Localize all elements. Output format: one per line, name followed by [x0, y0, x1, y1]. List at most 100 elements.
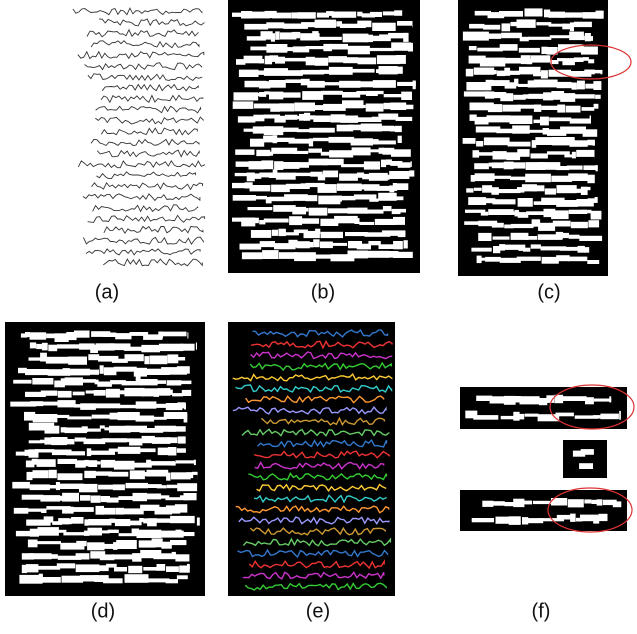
text-blob [283, 23, 308, 29]
text-blob [27, 539, 38, 548]
text-blob [56, 414, 70, 418]
text-blob [266, 44, 288, 53]
text-blob [60, 378, 66, 385]
text-blob [594, 197, 598, 203]
text-blob [338, 195, 356, 201]
text-blob [313, 239, 320, 248]
text-blob [478, 220, 498, 227]
text-blob [392, 66, 403, 74]
text-blob [265, 151, 274, 156]
text-blob [259, 172, 273, 178]
text-blob [366, 209, 384, 214]
panel-label: (a) [95, 281, 119, 303]
text-blob [543, 208, 556, 218]
text-blob [378, 113, 399, 120]
text-blob [251, 92, 261, 97]
handwriting-stroke [235, 384, 393, 394]
text-blob [403, 32, 409, 42]
text-blob [369, 149, 384, 153]
text-blob [156, 564, 166, 571]
text-blob [609, 396, 612, 403]
text-blob [397, 21, 413, 26]
text-blob [390, 102, 407, 110]
text-blob [279, 103, 295, 112]
handwriting-stroke [232, 372, 393, 382]
text-blob [249, 195, 267, 200]
text-blob [527, 36, 552, 40]
text-blob [166, 380, 182, 386]
text-blob [36, 343, 43, 350]
text-blob [474, 10, 491, 16]
text-blob [487, 104, 503, 113]
text-blob [318, 195, 341, 205]
text-blob [118, 533, 140, 537]
text-blob [532, 185, 545, 192]
text-blob [516, 104, 536, 109]
text-blob [159, 343, 184, 352]
text-blob [271, 184, 290, 193]
text-blob [149, 355, 168, 365]
handwriting-stroke [242, 537, 392, 547]
handwriting-stroke [242, 571, 385, 580]
text-blob [75, 564, 100, 573]
text-blob [95, 343, 115, 351]
text-blob [141, 493, 162, 500]
handwriting-stroke [101, 83, 199, 92]
text-blob [391, 42, 412, 51]
text-blob [523, 129, 546, 133]
text-blob [483, 137, 510, 146]
text-blob [566, 165, 583, 170]
text-blob [66, 439, 75, 445]
text-blob [569, 31, 584, 41]
text-blob [318, 36, 342, 40]
text-blob [141, 344, 160, 353]
text-blob [253, 103, 276, 109]
text-blob [153, 389, 159, 397]
text-blob [109, 518, 116, 523]
panel-b-blobs [232, 10, 416, 262]
text-blob [285, 183, 310, 189]
text-blob [465, 410, 478, 419]
text-blob [186, 472, 194, 479]
text-blob [332, 195, 342, 202]
text-blob [107, 529, 119, 533]
text-blob [106, 563, 117, 568]
text-blob [345, 232, 368, 237]
text-blob [348, 241, 362, 249]
handwriting-stroke [90, 40, 200, 49]
text-blob [263, 126, 284, 136]
text-blob [144, 356, 150, 365]
text-blob [51, 449, 72, 456]
text-blob [587, 139, 595, 146]
text-blob [100, 543, 117, 549]
handwriting-stroke [237, 548, 389, 559]
text-blob [393, 216, 405, 225]
text-blob [537, 234, 563, 240]
text-blob [170, 472, 191, 480]
text-blob [336, 21, 342, 27]
text-blob [294, 252, 316, 262]
text-blob [499, 11, 523, 17]
handwriting-stroke [85, 248, 201, 256]
text-blob [551, 175, 573, 182]
text-blob [322, 170, 339, 178]
text-blob [372, 80, 396, 88]
text-blob [296, 129, 311, 133]
text-blob [48, 469, 57, 479]
text-blob [496, 189, 521, 194]
text-blob [403, 240, 408, 249]
text-blob [75, 553, 90, 560]
text-blob [147, 416, 167, 420]
text-blob [570, 221, 588, 229]
text-blob [483, 24, 501, 30]
text-blob [493, 246, 501, 254]
text-blob [364, 138, 371, 146]
text-blob [84, 519, 89, 526]
text-blob [167, 389, 173, 395]
text-blob [517, 212, 529, 218]
text-blob [364, 232, 391, 237]
text-blob [525, 518, 544, 524]
text-blob [139, 379, 158, 386]
text-blob [319, 69, 333, 74]
text-blob [292, 46, 310, 53]
